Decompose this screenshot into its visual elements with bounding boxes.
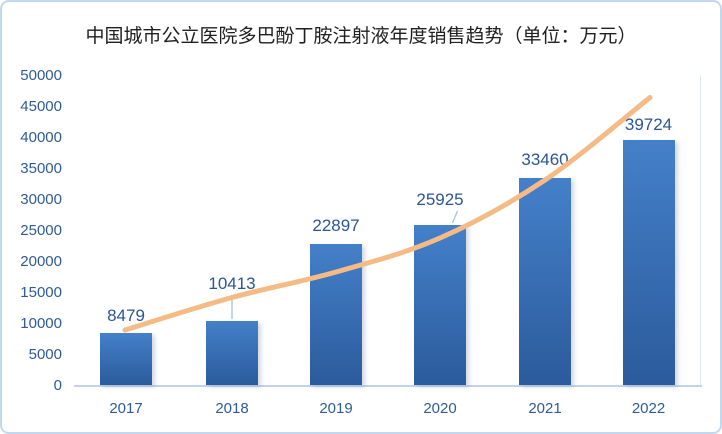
data-label-leader-line <box>451 210 459 224</box>
x-axis-label: 2018 <box>215 400 249 417</box>
bar <box>414 225 466 386</box>
y-axis-tick-label: 5000 <box>28 345 62 363</box>
bar-value-label: 33460 <box>521 150 569 170</box>
y-axis-tick-label: 35000 <box>20 159 62 177</box>
y-axis-tick-label: 45000 <box>20 97 62 115</box>
y-axis-tick-label: 0 <box>53 376 62 394</box>
bar <box>622 139 675 386</box>
bar <box>100 333 152 386</box>
bar <box>206 321 258 386</box>
bar <box>310 243 362 386</box>
trendline-path <box>122 95 653 333</box>
y-axis-tick-label: 25000 <box>20 221 62 239</box>
bar-value-label: 39724 <box>624 114 673 134</box>
chart-title: 中国城市公立医院多巴酚丁胺注射液年度销售趋势（单位：万元） <box>85 26 637 47</box>
bar-value-label: 10413 <box>208 274 256 294</box>
x-axis-label: 2020 <box>423 400 457 417</box>
bar-value-label: 8479 <box>107 306 145 325</box>
y-axis-tick-label: 30000 <box>20 190 62 208</box>
y-axis-tick-label: 15000 <box>20 283 62 301</box>
bar-value-label: 22897 <box>312 215 360 235</box>
y-axis-tick-label: 10000 <box>20 314 62 332</box>
x-axis-label: 2021 <box>528 400 562 417</box>
bar <box>519 178 571 386</box>
x-axis-label: 2022 <box>631 400 666 417</box>
x-axis-label: 2017 <box>109 400 143 417</box>
x-axis-line <box>74 385 702 387</box>
x-axis-label: 2019 <box>319 400 353 417</box>
y-axis-tick-label: 40000 <box>20 128 62 146</box>
y-axis-tick-label: 50000 <box>20 67 62 84</box>
y-axis-tick-label: 20000 <box>20 252 62 270</box>
plot-right-border <box>700 75 701 385</box>
bar-value-label: 25925 <box>416 190 464 210</box>
